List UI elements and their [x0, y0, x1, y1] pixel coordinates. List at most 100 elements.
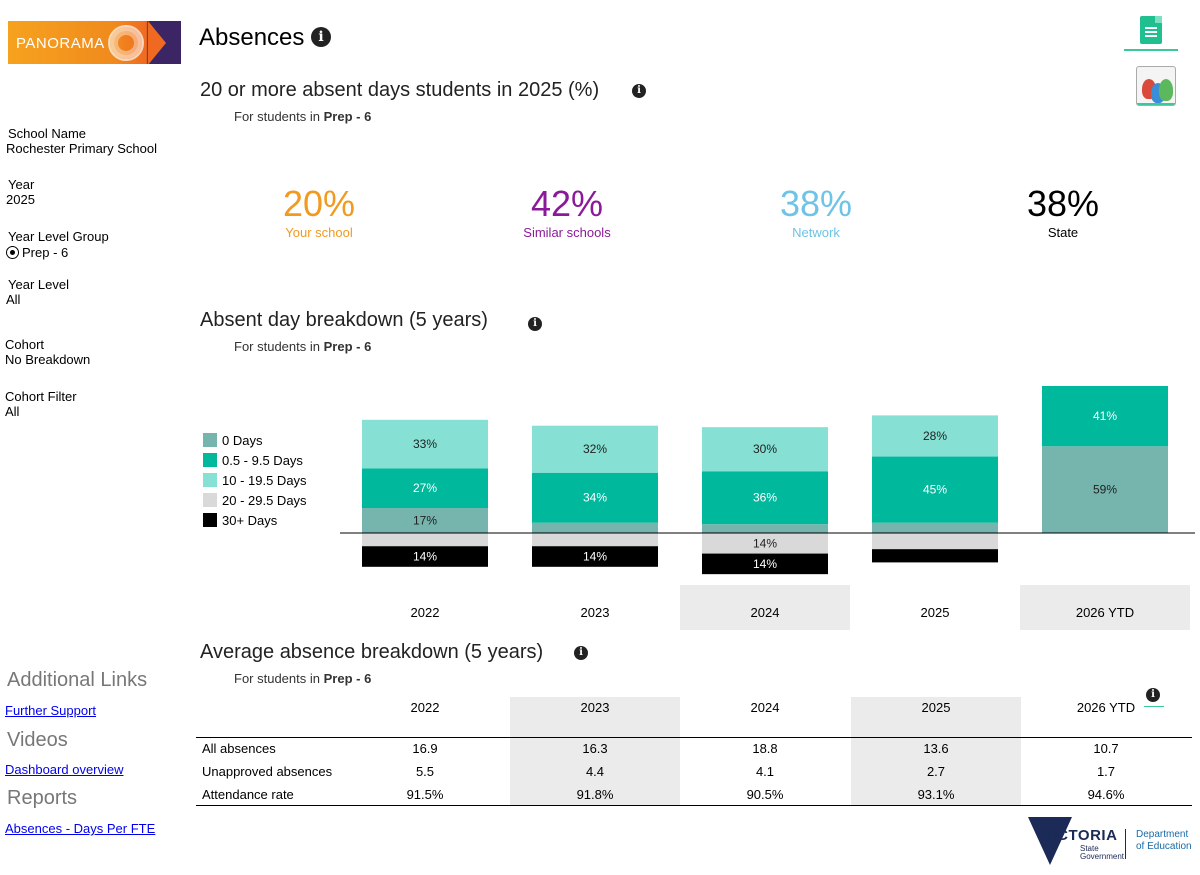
bar-label: 14%: [413, 550, 437, 564]
filter-year-level-group-option[interactable]: Prep - 6: [6, 245, 68, 260]
filter-school-name-value[interactable]: Rochester Primary School: [6, 141, 157, 156]
bar-2023-30+ Days: [532, 546, 658, 567]
x-tick-label: 2026 YTD: [1076, 605, 1134, 620]
bar-label: 32%: [583, 442, 607, 456]
kpi-network-value: 38%: [779, 183, 853, 224]
filter-year-label: Year: [8, 177, 35, 192]
filter-year-value[interactable]: 2025: [6, 192, 35, 207]
table-shade-2025: [851, 697, 1021, 805]
logo-rings-icon: [108, 25, 144, 61]
section-average-info-icon[interactable]: i: [574, 646, 588, 660]
filter-year-level-group-label: Year Level Group: [8, 229, 109, 244]
table-cell: 91.8%: [576, 787, 614, 802]
table-row-label: Attendance rate: [202, 787, 294, 802]
bar-2025-10 - 19.5 Days: [872, 415, 998, 457]
bar-label: 14%: [753, 536, 777, 550]
filter-cohort-label: Cohort: [5, 337, 45, 352]
table-cell: 1.7: [1096, 764, 1116, 779]
filter-cohort-filter-value[interactable]: All: [5, 404, 20, 419]
table-cell: 18.8: [752, 741, 778, 756]
table-bottom-rule: [196, 805, 1192, 806]
logo-text: PANORAMA: [16, 35, 105, 52]
chart-svg: 17% 27% 33% 14% 2022 34% 32% 14% 2023 36% 30% 14% 14…: [340, 386, 1195, 630]
x-tick-label: 2025: [921, 605, 950, 620]
panorama-logo: PANORAMA: [8, 21, 181, 64]
x-tick-label: 2023: [581, 605, 610, 620]
bar-2022-0 Days: [362, 508, 488, 533]
table-row-label: Unapproved absences: [202, 764, 333, 779]
legend-label: 30+ Days: [222, 513, 278, 528]
kpi-state: 38% State: [963, 183, 1163, 240]
legend-item-0-days[interactable]: 0 Days: [203, 433, 262, 448]
x-tick-label: 2022: [411, 605, 440, 620]
bar-label: 36%: [753, 491, 777, 505]
table-cell: 94.6%: [1087, 787, 1125, 802]
kpi-similar-schools: 42% Similar schools: [467, 183, 667, 240]
filter-year-level-label: Year Level: [8, 277, 69, 292]
bar-2023-0 Days: [532, 522, 658, 533]
bar-2024-0 Days: [702, 524, 828, 533]
kpi-state-value: 38%: [1026, 183, 1100, 224]
table-year-header: 2024: [750, 700, 780, 715]
bar-label: 27%: [413, 481, 437, 495]
table-year-header: 2026 YTD: [1076, 700, 1136, 715]
table-cell: 2.7: [926, 764, 946, 779]
legend-label: 0 Days: [222, 433, 263, 448]
section-breakdown-title: Absent day breakdown (5 years): [200, 309, 488, 331]
filter-cohort-value[interactable]: No Breakdown: [5, 352, 91, 367]
section-20plus-title: 20 or more absent days students in 2025 …: [200, 79, 600, 101]
bar-2022-30+ Days: [362, 546, 488, 567]
table-cell: 16.9: [412, 741, 438, 756]
bar-2026 YTD-0 Days: [1042, 446, 1168, 533]
further-support-link[interactable]: Further Support: [5, 703, 97, 718]
users-report-icon[interactable]: [1136, 66, 1176, 106]
kpi-similar-schools-value: 42%: [530, 183, 604, 224]
legend-label: 20 - 29.5 Days: [222, 493, 307, 508]
section-breakdown-info-icon[interactable]: i: [528, 317, 542, 331]
table-ytd-info-icon[interactable]: i: [1146, 688, 1160, 702]
bar-2024-0.5 - 9.5 Days: [702, 471, 828, 525]
bar-2025-0 Days: [872, 522, 998, 533]
section-20plus-subtitle: For students in Prep - 6: [234, 109, 372, 124]
victoria-government-logo: VICTORIA State Government Department of …: [1028, 817, 1198, 867]
legend-label: 10 - 19.5 Days: [222, 473, 307, 488]
export-document-icon[interactable]: [1124, 16, 1178, 52]
absences-days-per-fte-link[interactable]: Absences - Days Per FTE: [5, 821, 156, 836]
table-cell: 4.4: [585, 764, 605, 779]
radio-selected-icon[interactable]: [6, 246, 19, 259]
filter-school-name-label: School Name: [8, 126, 87, 141]
filter-year-level-value[interactable]: All: [6, 292, 21, 307]
legend-item-20-29-5-days[interactable]: 20 - 29.5 Days: [203, 493, 307, 508]
table-shade-2023: [510, 697, 680, 805]
bar-2024-20 - 29.5 Days: [702, 533, 828, 554]
table-cell: 16.3: [582, 741, 608, 756]
legend-swatch: [203, 493, 217, 507]
bar-2025-30+ Days: [872, 549, 998, 563]
bar-label: 45%: [923, 483, 947, 497]
table-cell: 4.1: [755, 764, 775, 779]
bar-label: 28%: [923, 429, 947, 443]
page-info-icon[interactable]: i: [311, 27, 331, 47]
bar-2025-20 - 29.5 Days: [872, 533, 998, 550]
legend-swatch: [203, 453, 217, 467]
section-breakdown-subtitle: For students in Prep - 6: [234, 339, 372, 354]
legend-item-30-plus-days[interactable]: 30+ Days: [203, 513, 277, 528]
kpi-network: 38% Network: [716, 183, 916, 240]
bar-2022-0.5 - 9.5 Days: [362, 468, 488, 509]
page-title: Absences: [199, 24, 305, 51]
table-row-label: All absences: [202, 741, 276, 756]
legend-item-10-19-5-days[interactable]: 10 - 19.5 Days: [203, 473, 307, 488]
kpi-your-school-label: Your school: [285, 225, 353, 240]
table-cell: 93.1%: [917, 787, 955, 802]
bar-label: 59%: [1093, 483, 1117, 497]
kpi-your-school-value: 20%: [282, 183, 356, 224]
bar-label: 41%: [1093, 409, 1117, 423]
bar-2023-0.5 - 9.5 Days: [532, 472, 658, 523]
legend-swatch: [203, 473, 217, 487]
section-20plus-info-icon[interactable]: i: [632, 84, 646, 98]
bar-2024-30+ Days: [702, 553, 828, 575]
bar-label: 30%: [753, 442, 777, 456]
dashboard-overview-link[interactable]: Dashboard overview: [5, 762, 124, 777]
bar-label: 14%: [583, 550, 607, 564]
legend-item-0-5-9-5-days[interactable]: 0.5 - 9.5 Days: [203, 453, 303, 468]
